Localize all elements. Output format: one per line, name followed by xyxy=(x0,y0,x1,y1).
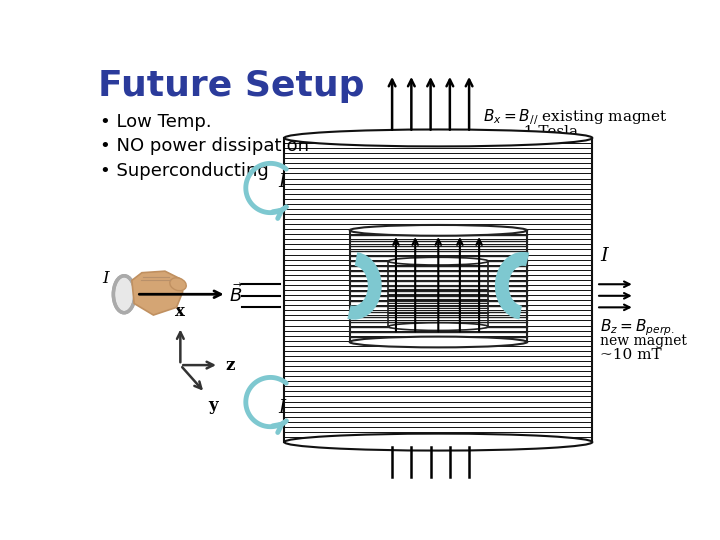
Text: y: y xyxy=(208,397,217,414)
Ellipse shape xyxy=(284,130,593,146)
Text: I: I xyxy=(102,271,109,287)
Text: I: I xyxy=(600,247,608,265)
Text: I: I xyxy=(278,173,285,191)
Text: Future Setup: Future Setup xyxy=(98,69,364,103)
Ellipse shape xyxy=(170,278,186,291)
Text: $B_x = B_{//}$ existing magnet: $B_x = B_{//}$ existing magnet xyxy=(483,107,667,127)
Text: ~1 Tesla: ~1 Tesla xyxy=(511,125,578,139)
Text: I: I xyxy=(278,399,285,417)
Ellipse shape xyxy=(284,434,593,450)
Polygon shape xyxy=(132,271,183,315)
Text: • Low Temp.: • Low Temp. xyxy=(99,112,211,131)
Ellipse shape xyxy=(350,225,527,236)
Text: z: z xyxy=(225,356,235,374)
Ellipse shape xyxy=(388,323,488,330)
Text: • NO power dissipation: • NO power dissipation xyxy=(99,137,308,155)
Text: $\vec{B}$: $\vec{B}$ xyxy=(229,283,243,306)
Text: ~10 mT: ~10 mT xyxy=(600,348,662,362)
Text: $B_z = B_{perp.}$: $B_z = B_{perp.}$ xyxy=(600,318,675,338)
Text: x: x xyxy=(176,303,185,320)
Ellipse shape xyxy=(113,276,135,313)
Text: new magnet: new magnet xyxy=(600,334,687,348)
Text: • Superconducting: • Superconducting xyxy=(99,162,269,180)
Ellipse shape xyxy=(350,336,527,347)
Ellipse shape xyxy=(388,257,488,265)
